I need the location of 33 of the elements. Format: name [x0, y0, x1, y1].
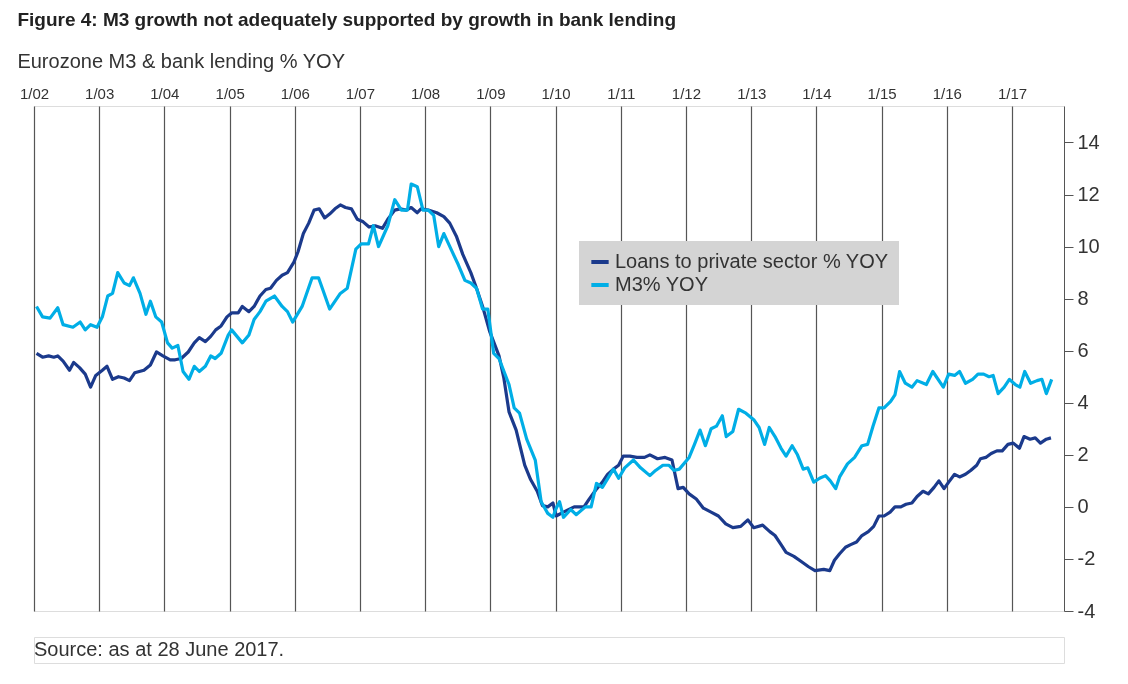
- legend-label: Loans to private sector % YOY: [615, 250, 889, 272]
- x-tick-label: 1/10: [541, 84, 571, 102]
- y-tick-label: 10: [1077, 235, 1100, 258]
- x-tick-label: 1/13: [737, 84, 767, 102]
- chart-subtitle: Eurozone M3 & bank lending % YOY: [17, 50, 346, 72]
- chart-title: Figure 4: M3 growth not adequately supported by growth in bank lending: [17, 9, 677, 30]
- x-tick-label: 1/03: [85, 84, 115, 102]
- source-note: Source: as at 28 June 2017.: [34, 638, 285, 660]
- x-tick-label: 1/08: [411, 84, 441, 102]
- line-series: [34, 182, 1054, 519]
- y-tick-label: 12: [1077, 183, 1100, 206]
- y-tick-label: 2: [1077, 443, 1089, 466]
- y-tick-label: 14: [1077, 130, 1100, 153]
- x-tick-label: 1/06: [280, 84, 310, 102]
- x-tick-label: 1/12: [671, 84, 702, 102]
- y-tick-label: -4: [1077, 599, 1096, 622]
- y-tick-label: 6: [1077, 339, 1089, 362]
- x-tick-label: 1/17: [997, 84, 1028, 102]
- x-tick-label: 1/16: [932, 84, 962, 102]
- x-tick-label: 1/04: [150, 84, 180, 102]
- x-tick-label: 1/07: [345, 84, 376, 102]
- line-series: [34, 203, 1053, 573]
- y-tick-label: 0: [1077, 495, 1089, 518]
- y-tick-label: 8: [1077, 287, 1089, 310]
- legend-label: M3% YOY: [615, 273, 708, 295]
- x-tick-label: 1/09: [476, 84, 506, 102]
- x-tick-label: 1/15: [867, 84, 897, 102]
- x-tick-label: 1/05: [215, 84, 245, 102]
- y-tick-label: -2: [1077, 547, 1096, 570]
- x-tick-label: 1/02: [19, 84, 50, 102]
- x-tick-label: 1/11: [607, 84, 636, 102]
- x-tick-label: 1/14: [802, 84, 832, 102]
- y-tick-label: 4: [1077, 391, 1089, 414]
